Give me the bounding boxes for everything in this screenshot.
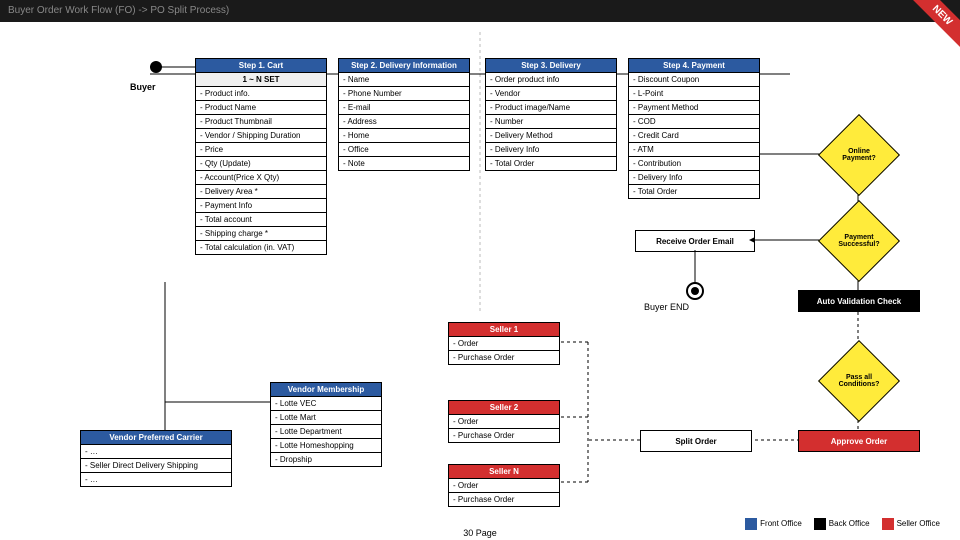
table-row: - Total Order [629, 185, 759, 198]
buyer-end-label: Buyer END [644, 302, 689, 312]
table-row: - Purchase Order [449, 493, 559, 506]
receive-email-box: Receive Order Email [635, 230, 755, 252]
step3-card: Step 3. Delivery - Order product info - … [485, 58, 617, 171]
table-row: - L-Point [629, 87, 759, 101]
table-row: - Shipping charge * [196, 227, 326, 241]
titlebar: Buyer Order Work Flow (FO) -> PO Split P… [0, 0, 960, 22]
table-row: - Contribution [629, 157, 759, 171]
split-order-box: Split Order [640, 430, 752, 452]
table-row: - Order product info [486, 73, 616, 87]
table-row: - Lotte Department [271, 425, 381, 439]
table-row: - Order [449, 479, 559, 493]
table-row: - COD [629, 115, 759, 129]
table-row: - E-mail [339, 101, 469, 115]
table-row: - Total account [196, 213, 326, 227]
auto-validation-box: Auto Validation Check [798, 290, 920, 312]
step1-title: Step 1. Cart [196, 59, 326, 73]
table-row: - Number [486, 115, 616, 129]
table-row: - Price [196, 143, 326, 157]
table-row: - Delivery Area * [196, 185, 326, 199]
table-row: - Seller Direct Delivery Shipping [81, 459, 231, 473]
table-row: - Credit Card [629, 129, 759, 143]
table-row: - Office [339, 143, 469, 157]
table-row: - Purchase Order [449, 429, 559, 442]
diagram-canvas: Buyer Step 1. Cart 1 ~ N SET - Product i… [0, 22, 960, 540]
payment-success-decision: Payment Successful? [818, 200, 900, 282]
seller1-title: Seller 1 [449, 323, 559, 337]
table-row: - Purchase Order [449, 351, 559, 364]
table-row: - Product Thumbnail [196, 115, 326, 129]
seller2-title: Seller 2 [449, 401, 559, 415]
table-row: - Order [449, 415, 559, 429]
table-row: - … [81, 445, 231, 459]
table-row: - ATM [629, 143, 759, 157]
preferred-carrier-title: Vendor Preferred Carrier [81, 431, 231, 445]
table-row: - Vendor [486, 87, 616, 101]
vendor-membership-card: Vendor Membership - Lotte VEC - Lotte Ma… [270, 382, 382, 467]
table-row: - Delivery Method [486, 129, 616, 143]
buyer-label: Buyer [130, 82, 156, 92]
vendor-membership-title: Vendor Membership [271, 383, 381, 397]
table-row: - Total Order [486, 157, 616, 170]
table-row: - Name [339, 73, 469, 87]
step4-card: Step 4. Payment - Discount Coupon - L-Po… [628, 58, 760, 199]
table-row: - Phone Number [339, 87, 469, 101]
approve-order-box: Approve Order [798, 430, 920, 452]
step3-title: Step 3. Delivery [486, 59, 616, 73]
seller1-card: Seller 1 - Order - Purchase Order [448, 322, 560, 365]
table-row: - Vendor / Shipping Duration [196, 129, 326, 143]
step2-card: Step 2. Delivery Information - Name - Ph… [338, 58, 470, 171]
sellern-title: Seller N [449, 465, 559, 479]
pass-all-decision: Pass all Conditions? [818, 340, 900, 422]
step4-title: Step 4. Payment [629, 59, 759, 73]
page-number: 30 Page [0, 528, 960, 538]
table-row: - Order [449, 337, 559, 351]
table-row: - Product image/Name [486, 101, 616, 115]
table-row: - Account(Price X Qty) [196, 171, 326, 185]
table-row: - Note [339, 157, 469, 170]
table-row: - Delivery Info [486, 143, 616, 157]
table-row: - Dropship [271, 453, 381, 466]
start-node [150, 61, 162, 73]
table-row: - Product info. [196, 87, 326, 101]
preferred-carrier-card: Vendor Preferred Carrier - … - Seller Di… [80, 430, 232, 487]
step2-title: Step 2. Delivery Information [339, 59, 469, 73]
page-title: Buyer Order Work Flow (FO) -> PO Split P… [8, 5, 229, 16]
table-row: - … [81, 473, 231, 486]
step1-sub: 1 ~ N SET [196, 73, 326, 87]
table-row: - Lotte Mart [271, 411, 381, 425]
table-row: - Qty (Update) [196, 157, 326, 171]
table-row: - Lotte Homeshopping [271, 439, 381, 453]
table-row: - Lotte VEC [271, 397, 381, 411]
table-row: - Product Name [196, 101, 326, 115]
table-row: - Payment Method [629, 101, 759, 115]
table-row: - Address [339, 115, 469, 129]
table-row: - Payment Info [196, 199, 326, 213]
table-row: - Total calculation (in. VAT) [196, 241, 326, 254]
table-row: - Delivery Info [629, 171, 759, 185]
step1-card: Step 1. Cart 1 ~ N SET - Product info. -… [195, 58, 327, 255]
buyer-end-node [686, 282, 704, 300]
seller2-card: Seller 2 - Order - Purchase Order [448, 400, 560, 443]
table-row: - Home [339, 129, 469, 143]
table-row: - Discount Coupon [629, 73, 759, 87]
online-payment-decision: Online Payment? [818, 114, 900, 196]
sellern-card: Seller N - Order - Purchase Order [448, 464, 560, 507]
